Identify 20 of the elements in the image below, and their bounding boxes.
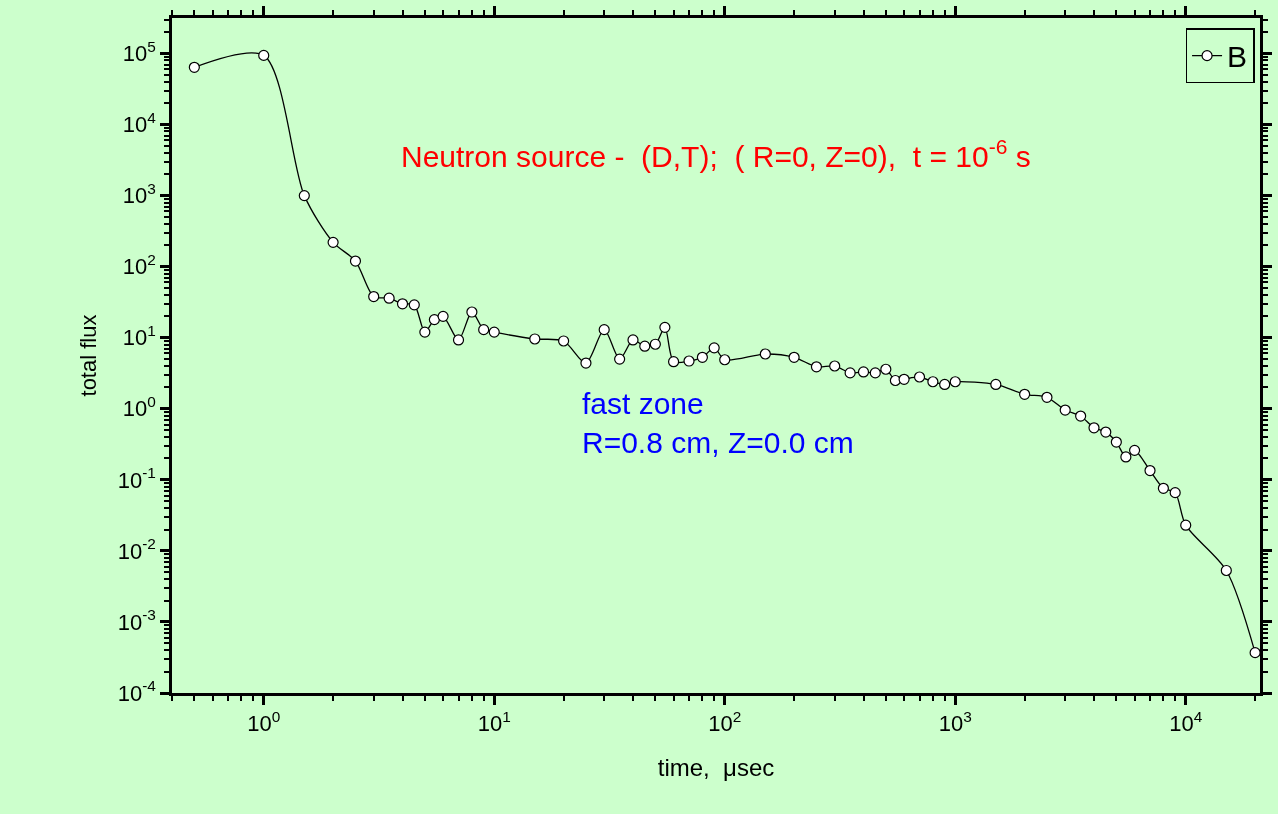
x-tick-label: 10$^{2}$ <box>708 707 742 737</box>
y-tick-label: 10$^{2}$ <box>122 251 156 280</box>
x-tick-label: 10$^{0}$ <box>247 707 281 737</box>
x-axis-title: time, μsec <box>657 754 775 782</box>
x-tick-label: 10$^{4}$ <box>1169 707 1203 737</box>
y-tick-label: 10$^{-3}$ <box>117 606 156 635</box>
y-tick-label: 10$^{-4}$ <box>117 677 157 706</box>
y-tick-label: 10$^{0}$ <box>122 393 156 422</box>
annotation: fast zone R=0.8 cm, Z=0.0 cm <box>582 387 854 459</box>
y-tick-label: 10$^{3}$ <box>122 180 156 209</box>
y-tick-label: 10$^{-2}$ <box>117 535 156 564</box>
y-tick-label: 10$^{1}$ <box>122 322 156 351</box>
y-tick-label: 10$^{-1}$ <box>117 464 156 493</box>
legend-label: B <box>1227 40 1248 74</box>
x-tick-label: 10$^{3}$ <box>938 707 972 737</box>
annotation: Neutron source - (D,T); ( R=0, Z=0), t = 10$^{-6}$ s <box>401 135 1031 173</box>
y-tick-label: 10$^{5}$ <box>122 37 156 67</box>
y-axis-title: total flux <box>76 314 102 397</box>
y-tick-label: 10$^{4}$ <box>122 109 157 138</box>
x-tick-label: 10$^{1}$ <box>477 707 511 737</box>
